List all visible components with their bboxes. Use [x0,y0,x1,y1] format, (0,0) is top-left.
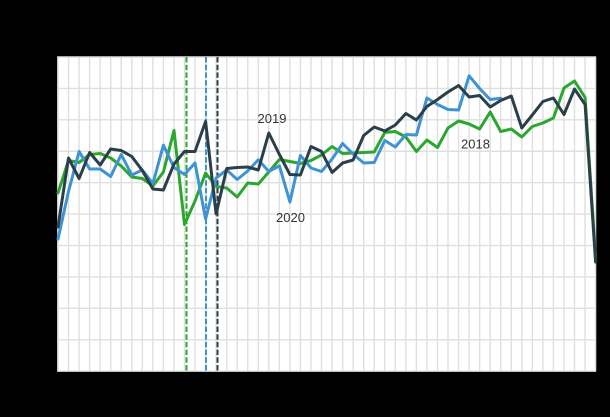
svg-text:2018: 2018 [461,137,490,152]
svg-text:2019: 2019 [258,111,287,126]
svg-text:2020: 2020 [276,210,305,225]
